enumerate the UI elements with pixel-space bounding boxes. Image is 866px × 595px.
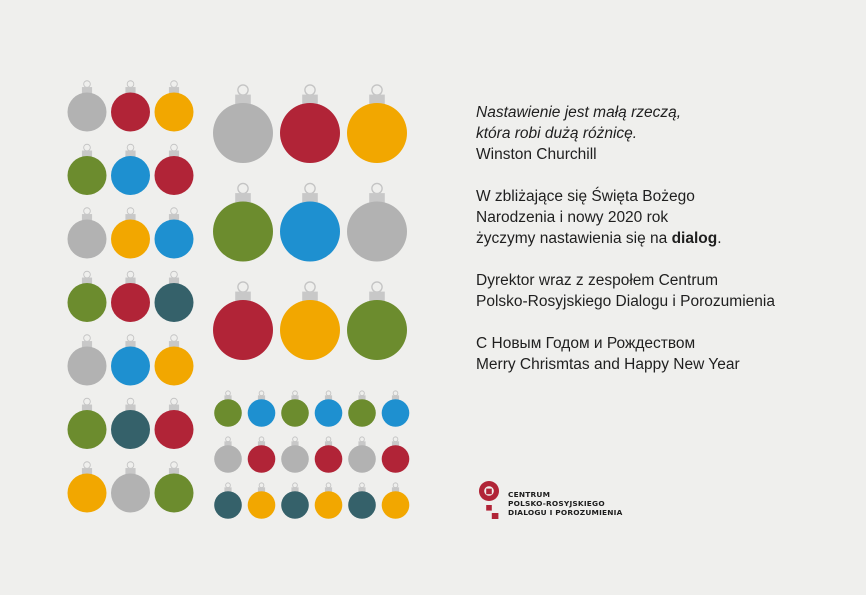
ornament-small (214, 436, 242, 473)
quote-author: Winston Churchill (476, 146, 597, 163)
ornament-small (348, 482, 376, 519)
ornament-large (347, 84, 407, 163)
ornament-small (281, 482, 309, 519)
quote-line: Nastawienie jest małą rzeczą, (476, 104, 682, 121)
ornament-medium (111, 143, 150, 195)
ornament-medium (111, 207, 150, 259)
ornament-medium (67, 270, 107, 322)
ornament-large (213, 281, 273, 360)
russian-greeting: С Новым Годом и Рождеством (476, 335, 696, 352)
ornament-medium (154, 270, 194, 322)
ornament-medium (111, 397, 150, 449)
wish-line: Narodzenia i nowy 2020 rok (476, 209, 669, 226)
ornament-medium (154, 461, 194, 513)
ornament-small (247, 390, 276, 427)
wish-line: W zbliżające się Święta Bożego (476, 188, 695, 205)
ornament-medium (111, 461, 150, 513)
ornament-small (247, 436, 276, 473)
ornament-medium (67, 397, 107, 449)
ornament-large (347, 281, 407, 360)
centrum-logo: CENTRUM POLSKO-ROSYJSKIEGO DIALOGU I POR… (478, 480, 678, 520)
ornament-small (314, 436, 343, 473)
ornament-medium (111, 334, 150, 386)
ornament-small (381, 390, 410, 427)
logo-line: CENTRUM (508, 490, 551, 499)
ornament-small (314, 482, 343, 519)
logo-text: CENTRUM POLSKO-ROSYJSKIEGO DIALOGU I POR… (508, 490, 623, 518)
wish-text: życzymy nastawienia się na (476, 230, 672, 247)
ornament-small (348, 390, 376, 427)
ornament-large (213, 84, 273, 163)
wish-period: . (717, 230, 722, 247)
ornament-large (213, 182, 273, 262)
ornament-medium (67, 334, 107, 386)
ornament-medium (67, 461, 107, 513)
ornament-small (281, 390, 309, 427)
ornament-small (314, 390, 343, 427)
ornament-large (280, 84, 340, 163)
signature-line: Dyrektor wraz z zespołem Centrum (476, 272, 719, 289)
dialog-word: dialog (671, 230, 718, 247)
ornament-small (214, 390, 242, 427)
ornament-large (280, 281, 340, 360)
ornament-medium (154, 334, 194, 386)
logo-line: DIALOGU I POROZUMIENIA (508, 508, 623, 518)
ornament-medium (154, 397, 194, 449)
english-greeting: Merry Chrismtas and Happy New Year (476, 356, 740, 373)
ornament-small (281, 436, 309, 473)
signature-line: Polsko-Rosyjskiego Dialogu i Porozumieni… (476, 293, 775, 310)
ornament-small (247, 482, 276, 519)
ornament-medium (67, 207, 107, 259)
ornament-medium (111, 270, 150, 322)
ornament-medium (111, 80, 150, 132)
logo-mark-icon (478, 481, 499, 519)
ornament-medium (154, 143, 194, 195)
ornament-small (348, 436, 376, 473)
ornament-large (280, 182, 340, 262)
ornament-small (381, 436, 410, 473)
greeting-text: Nastawienie jest małą rzeczą, która robi… (476, 102, 846, 375)
ornament-medium (154, 80, 194, 132)
quote-line: która robi dużą różnicę. (476, 125, 638, 142)
ornament-large (347, 182, 407, 262)
ornament-medium (67, 80, 107, 132)
ornament-small (214, 482, 242, 519)
logo-line: POLSKO-ROSYJSKIEGO (508, 499, 605, 509)
ornament-small (381, 482, 410, 519)
ornament-medium (67, 143, 107, 195)
wish-line: życzymy nastawienia się na dialog. (476, 228, 846, 249)
ornament-medium (154, 207, 194, 259)
